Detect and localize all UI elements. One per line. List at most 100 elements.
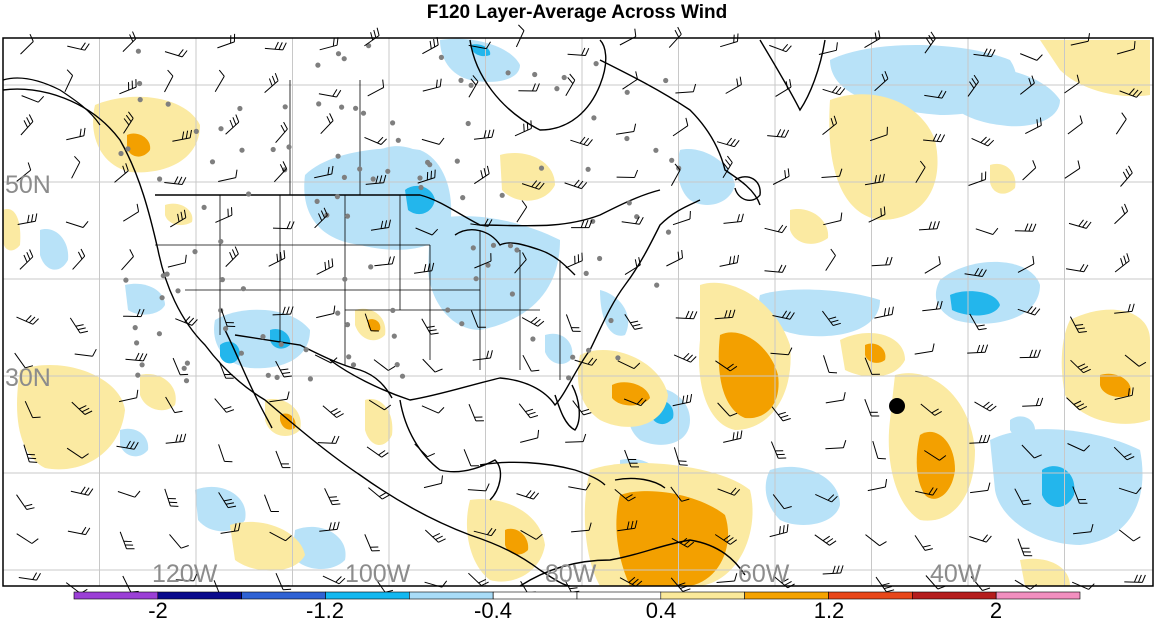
barb-shaft — [314, 214, 328, 229]
station-dot — [561, 74, 567, 81]
barb-shaft — [520, 529, 537, 540]
barb-shaft — [1069, 316, 1080, 333]
barb-flag — [282, 372, 291, 374]
barb-flag — [936, 221, 940, 229]
barb-flag — [732, 309, 736, 318]
barb-flag — [986, 403, 994, 410]
barb-flag — [370, 32, 374, 41]
wind-barb — [970, 482, 991, 494]
wind-barb — [1064, 160, 1081, 179]
barb-shaft — [975, 228, 994, 235]
wind-barb — [316, 258, 334, 275]
barb-flag — [1133, 574, 1138, 583]
shade-light-blue — [195, 486, 246, 532]
barb-flag — [189, 129, 192, 138]
barb-shaft — [725, 84, 742, 94]
barb-flag — [1033, 349, 1037, 358]
wind-barb — [1115, 112, 1127, 135]
station-dot — [665, 229, 672, 235]
barb-flag — [843, 392, 846, 401]
wind-barb — [16, 494, 35, 510]
wind-barb — [914, 343, 935, 355]
station-dot — [165, 101, 171, 107]
wind-barb — [514, 252, 527, 274]
barb-flag — [785, 311, 791, 319]
station-dot — [218, 238, 224, 245]
barb-shaft — [1019, 82, 1035, 95]
shade-orange — [718, 332, 779, 419]
barb-flag — [683, 539, 691, 546]
barb-flag — [978, 434, 983, 443]
wind-barb — [220, 522, 241, 534]
barb-shaft — [516, 493, 534, 500]
barb-shaft — [172, 137, 191, 142]
station-dot — [395, 137, 401, 143]
barb-shaft — [772, 315, 791, 320]
wind-barb — [915, 160, 926, 183]
barb-shaft — [822, 572, 841, 575]
wind-barb — [1070, 33, 1090, 46]
barb-flag — [891, 306, 894, 315]
station-dot — [183, 378, 190, 384]
wind-barb — [422, 358, 443, 373]
barb-flag — [184, 254, 187, 263]
barb-flag — [1030, 307, 1037, 315]
barb-flag — [1028, 223, 1033, 232]
barb-flag — [634, 28, 637, 37]
barb-shaft — [567, 53, 586, 56]
wind-barb — [914, 535, 933, 551]
barb-shaft — [1118, 487, 1137, 495]
station-dot — [201, 204, 207, 210]
barb-shaft — [275, 360, 285, 378]
barb-flag — [535, 181, 541, 189]
wind-barb — [123, 111, 134, 134]
barb-flag — [730, 365, 738, 372]
station-dot — [465, 120, 471, 127]
barb-shaft — [772, 175, 790, 185]
barb-shaft — [272, 227, 292, 230]
barb-shaft — [472, 357, 491, 361]
wind-barb — [468, 404, 484, 422]
barb-flag — [382, 79, 385, 88]
barb-flag — [318, 213, 323, 221]
barb-flag — [181, 50, 188, 58]
barb-shaft — [424, 529, 439, 543]
barb-shaft — [175, 318, 193, 326]
barb-flag — [1141, 574, 1146, 583]
barb-flag — [685, 117, 689, 126]
wind-barb — [24, 400, 41, 419]
barb-shaft — [114, 170, 129, 183]
barb-flag — [490, 528, 497, 536]
barb-flag — [935, 301, 939, 310]
shade-orange — [1100, 373, 1131, 397]
wind-barb — [324, 488, 341, 506]
barb-shaft — [772, 494, 785, 510]
barb-flag — [734, 573, 738, 582]
wind-barb — [924, 450, 947, 461]
wind-barb — [764, 264, 787, 273]
barb-flag — [282, 306, 286, 315]
barb-shaft — [722, 162, 733, 179]
barb-flag — [732, 432, 735, 441]
barb-flag — [377, 136, 384, 144]
barb-shaft — [165, 441, 184, 444]
wind-barb — [872, 440, 886, 460]
barb-shaft — [716, 580, 735, 583]
barb-shaft — [675, 91, 694, 94]
barb-flag — [1132, 89, 1139, 97]
barb-flag — [932, 221, 936, 230]
wind-barb — [72, 248, 86, 270]
barb-shaft — [468, 81, 479, 98]
barb-flag — [80, 248, 86, 257]
barb-shaft — [20, 121, 34, 136]
wind-barb — [365, 174, 387, 185]
barb-shaft — [316, 265, 334, 275]
barb-shaft — [474, 260, 492, 269]
station-dot — [418, 184, 424, 191]
barb-shaft — [622, 78, 638, 90]
station-dot — [314, 198, 320, 204]
station-dot — [509, 291, 515, 297]
barb-flag — [780, 414, 789, 419]
barb-shaft — [970, 576, 983, 591]
